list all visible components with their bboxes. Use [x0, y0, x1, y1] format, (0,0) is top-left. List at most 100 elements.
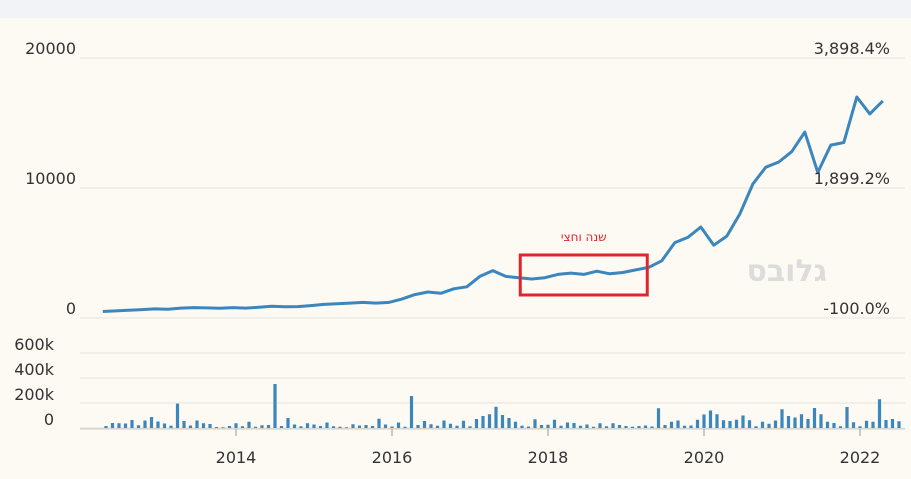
volume-bar: [539, 425, 544, 428]
x-tick-label: 2016: [372, 448, 413, 467]
volume-bar: [604, 426, 609, 428]
volume-bar: [520, 425, 524, 428]
volume-bar: [806, 419, 810, 428]
volume-bar: [715, 414, 719, 428]
volume-bar: [396, 422, 401, 428]
volume-bar: [338, 426, 342, 428]
volume-bar: [201, 423, 206, 428]
volume-bar: [448, 423, 453, 428]
volume-bar: [877, 399, 882, 428]
top-band: [0, 0, 911, 18]
y-tick-label: 0: [66, 299, 76, 318]
volume-bar: [871, 421, 875, 428]
volume-tick-label: 400k: [14, 360, 55, 379]
volume-bar: [266, 425, 271, 428]
price-line: [102, 95, 884, 313]
y-tick-label: 20000: [25, 39, 76, 58]
volume-bar: [318, 426, 323, 428]
volume-bar: [526, 426, 531, 428]
x-tick-label: 2014: [216, 448, 257, 467]
volume-bar: [747, 420, 752, 428]
volume-bar: [188, 425, 193, 428]
volume-bar: [851, 422, 856, 428]
volume-bar: [702, 414, 706, 428]
volume-bar: [656, 408, 661, 428]
volume-bar: [468, 426, 472, 428]
volume-bar: [507, 418, 511, 428]
volume-bar: [195, 420, 199, 428]
watermark-text: גלובס: [746, 254, 827, 289]
volume-bar: [351, 424, 355, 428]
volume-bar: [279, 426, 284, 428]
volume-bar: [500, 415, 505, 428]
volume-bar: [357, 425, 362, 428]
volume-bar: [162, 423, 167, 428]
volume-bar: [442, 420, 446, 428]
annotation-box: [518, 253, 649, 297]
volume-bar: [754, 426, 758, 428]
volume-bar: [708, 410, 713, 428]
volume-bar: [546, 424, 550, 428]
volume-bar: [409, 396, 414, 428]
volume-bar: [123, 423, 128, 428]
volume-bar: [533, 419, 537, 428]
volume-bar: [344, 427, 349, 428]
right-tick-label: -100.0%: [823, 299, 890, 318]
volume-bar: [637, 426, 641, 428]
volume-bar: [786, 416, 791, 428]
volume-bar: [552, 419, 557, 428]
volume-bar: [721, 420, 726, 428]
volume-bar: [487, 414, 492, 428]
volume-bar: [292, 424, 297, 428]
volume-bar: [591, 426, 596, 428]
volume-bar: [416, 425, 420, 428]
volume-bar: [149, 417, 154, 428]
watermark-logo: גלובס: [746, 254, 827, 289]
volume-bar: [780, 409, 784, 428]
volume-bar: [182, 421, 186, 428]
volume-bar: [864, 420, 869, 428]
volume-bar: [422, 421, 427, 428]
volume-bar: [585, 424, 589, 428]
volume-bar: [383, 424, 388, 428]
volume-bar: [208, 424, 212, 428]
volume-bar: [169, 425, 173, 428]
volume-bar: [305, 423, 310, 428]
volume-bar: [286, 418, 290, 428]
volume-bar: [650, 426, 654, 428]
volume-bar: [481, 416, 485, 428]
volume-bar: [767, 423, 771, 428]
volume-bar: [643, 425, 648, 428]
volume-bar: [156, 421, 160, 428]
volume-bar: [663, 425, 667, 428]
volume-bar: [429, 424, 433, 428]
volume-bar: [676, 420, 680, 428]
volume-bar: [461, 420, 466, 428]
volume-bar: [572, 423, 576, 428]
volume-bar: [890, 419, 895, 428]
volume-bar: [364, 425, 368, 428]
volume-bar: [260, 425, 264, 428]
volume-bar: [325, 422, 329, 428]
volume-bar: [513, 421, 518, 428]
volume-bar: [559, 425, 563, 428]
volume-bar: [812, 408, 817, 428]
volume-bar: [734, 419, 739, 428]
volume-bar: [565, 422, 570, 428]
volume-bar: [234, 423, 238, 428]
volume-bar: [773, 420, 778, 428]
volume-bar: [793, 417, 797, 428]
volume-bar: [728, 421, 732, 428]
volume-bar: [474, 419, 479, 428]
volume-bar: [221, 427, 225, 428]
volume-bar: [312, 424, 316, 428]
volume-bar: [611, 423, 615, 428]
volume-bar: [240, 426, 245, 428]
volume-bar: [435, 425, 440, 428]
volume-bar: [455, 425, 459, 428]
volume-bar: [227, 426, 232, 428]
x-tick-label: 2022: [840, 448, 881, 467]
volume-bar: [136, 425, 141, 428]
right-tick-label: 3,898.4%: [814, 39, 890, 58]
volume-bar: [825, 421, 830, 428]
